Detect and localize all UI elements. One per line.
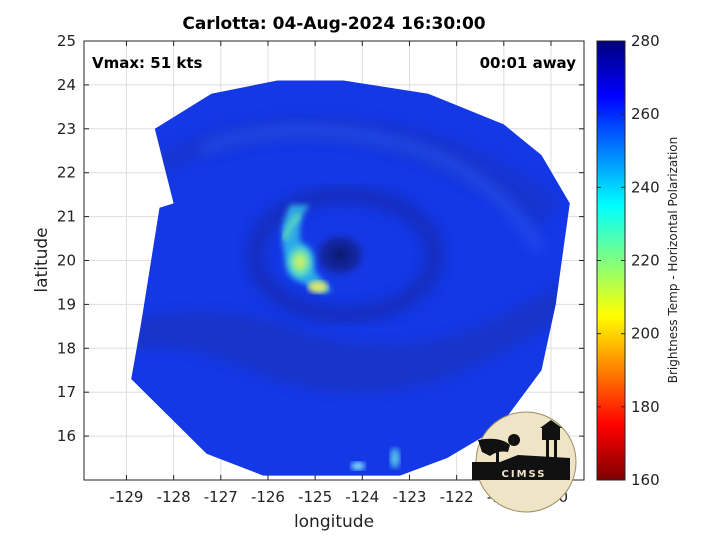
colorbar-tick-label: 160: [631, 471, 660, 489]
x-tick-label: -123: [392, 488, 426, 506]
storm-eye: [310, 229, 370, 281]
colorbar-scale: [596, 40, 626, 481]
colorbar-tick-label: 280: [631, 32, 660, 50]
x-axis-label: longitude: [294, 512, 374, 532]
vmax-annotation: Vmax: 51 kts: [92, 54, 202, 72]
y-tick-label: 21: [57, 208, 76, 226]
colorbar: 160 180 200 220 240 260 280 Brightness Temp - …: [596, 32, 680, 489]
satellite-dish-icon: [478, 438, 510, 456]
swath-texture: [131, 116, 570, 470]
y-tick-label: 24: [57, 76, 76, 94]
y-axis-ticks: 16 17 18 19 20 21 22 23 24 25: [57, 32, 584, 445]
y-tick-label: 17: [57, 383, 76, 401]
x-tick-label: -128: [157, 488, 191, 506]
y-tick-label: 20: [57, 252, 76, 270]
colorbar-tick-label: 260: [631, 105, 660, 123]
water-tower-icon: [546, 440, 549, 464]
x-tick-label: -127: [204, 488, 238, 506]
colorbar-ticks: 160 180 200 220 240 260 280: [597, 32, 660, 489]
colorbar-tick-label: 180: [631, 398, 660, 416]
y-tick-label: 18: [57, 339, 76, 357]
colorbar-tick-label: 200: [631, 325, 660, 343]
plot-title: Carlotta: 04-Aug-2024 16:30:00: [182, 14, 486, 34]
x-tick-label: -126: [251, 488, 285, 506]
colorbar-tick-label: 220: [631, 252, 660, 270]
colorbar-label: Brightness Temp - Horizontal Polarizatio…: [666, 137, 680, 384]
y-tick-label: 25: [57, 32, 76, 50]
y-tick-label: 19: [57, 295, 76, 313]
x-tick-label: -129: [109, 488, 143, 506]
time-away-annotation: 00:01 away: [480, 54, 577, 72]
satellite-swath: [131, 80, 570, 476]
x-tick-label: -124: [345, 488, 379, 506]
x-tick-label: -122: [440, 488, 474, 506]
y-tick-label: 22: [57, 164, 76, 182]
logo-text: CIMSS: [502, 469, 547, 480]
x-tick-label: -125: [298, 488, 332, 506]
cimss-logo: CIMSS: [472, 411, 577, 513]
colorbar-tick-label: 240: [631, 178, 660, 196]
y-tick-label: 16: [57, 427, 76, 445]
y-axis-label: latitude: [32, 227, 52, 292]
warm-band: [283, 240, 317, 284]
y-tick-label: 23: [57, 120, 76, 138]
